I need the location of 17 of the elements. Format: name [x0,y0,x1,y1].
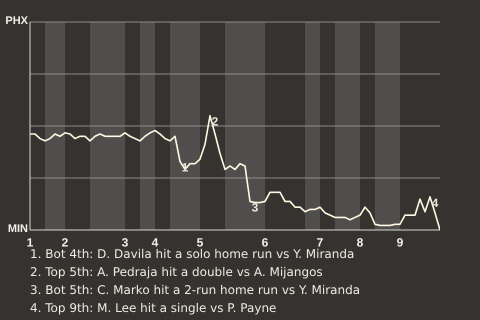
x-tick-label: 9 [396,236,404,250]
x-tick-label: 4 [152,236,159,250]
text: 2. Top 5th: A. Pedraja hit a double vs A. Mijangos [30,264,324,281]
text: 3. Bot 5th: C. Marko hit a 2-run home run vs Y. Miranda [30,282,360,299]
x-tick-label: 6 [262,236,269,250]
x-tick-label: 1 [26,236,34,250]
x-tick-label: 3 [122,236,129,250]
text: 4. Top 9th: M. Lee hit a single vs P. Payne [30,300,278,317]
x-tick-label: 2 [62,236,69,250]
text: PHX [5,14,28,28]
annotation: 3 [252,200,259,214]
text: 1. Bot 4th: D. Davila hit a solo home run vs Y. Miranda [30,247,354,261]
x-tick-label: 7 [316,236,324,250]
annotation: 2 [212,114,219,129]
text: MIN [8,222,28,236]
x-tick-label: 5 [196,236,204,250]
x-tick-label: 8 [356,236,364,250]
